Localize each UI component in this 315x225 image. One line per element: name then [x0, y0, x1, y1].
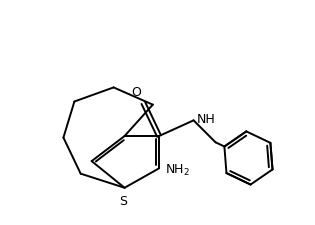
Text: NH: NH: [197, 113, 215, 126]
Text: S: S: [119, 195, 127, 208]
Text: NH$_2$: NH$_2$: [165, 163, 190, 178]
Text: O: O: [132, 86, 141, 99]
